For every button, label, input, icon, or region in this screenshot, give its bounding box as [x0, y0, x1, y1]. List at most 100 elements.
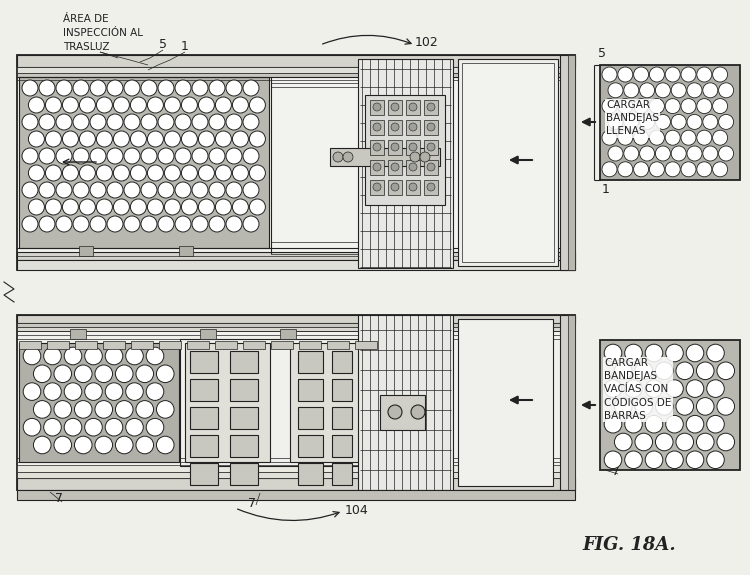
- Circle shape: [46, 97, 62, 113]
- Circle shape: [250, 131, 266, 147]
- Circle shape: [62, 199, 79, 215]
- Circle shape: [665, 67, 680, 82]
- Circle shape: [427, 123, 435, 131]
- Circle shape: [676, 397, 694, 415]
- Circle shape: [23, 347, 40, 365]
- Bar: [568, 55, 575, 270]
- Circle shape: [148, 165, 164, 181]
- Bar: [47, 341, 69, 349]
- Circle shape: [373, 123, 381, 131]
- Bar: [560, 55, 575, 270]
- Circle shape: [634, 162, 649, 177]
- Bar: [190, 435, 218, 457]
- Circle shape: [130, 165, 146, 181]
- Circle shape: [602, 98, 617, 114]
- Bar: [388, 160, 402, 175]
- Circle shape: [602, 67, 617, 82]
- Circle shape: [409, 183, 417, 191]
- Circle shape: [97, 165, 112, 181]
- Bar: [568, 315, 575, 490]
- Circle shape: [90, 148, 106, 164]
- Circle shape: [650, 162, 664, 177]
- Bar: [103, 341, 125, 349]
- Circle shape: [116, 365, 133, 382]
- Circle shape: [717, 362, 734, 380]
- Circle shape: [650, 67, 664, 82]
- Bar: [179, 246, 193, 256]
- Circle shape: [686, 415, 703, 433]
- Circle shape: [136, 401, 154, 418]
- Bar: [17, 478, 575, 490]
- Bar: [17, 67, 575, 73]
- Circle shape: [718, 146, 734, 161]
- Bar: [600, 65, 740, 180]
- Bar: [370, 100, 384, 115]
- Circle shape: [80, 97, 95, 113]
- Circle shape: [141, 114, 157, 130]
- Circle shape: [107, 182, 123, 198]
- Circle shape: [54, 365, 71, 382]
- Circle shape: [80, 131, 95, 147]
- Circle shape: [712, 162, 728, 177]
- Circle shape: [671, 114, 686, 129]
- Circle shape: [199, 131, 214, 147]
- Circle shape: [95, 436, 112, 454]
- Bar: [17, 55, 575, 270]
- Circle shape: [640, 146, 655, 161]
- Circle shape: [671, 146, 686, 161]
- Circle shape: [427, 103, 435, 111]
- Bar: [332, 351, 352, 373]
- Circle shape: [74, 436, 92, 454]
- Bar: [406, 100, 420, 115]
- Bar: [131, 341, 153, 349]
- Circle shape: [250, 165, 266, 181]
- Circle shape: [141, 148, 157, 164]
- Circle shape: [56, 80, 72, 96]
- Circle shape: [635, 433, 652, 451]
- Circle shape: [141, 182, 157, 198]
- Circle shape: [46, 165, 62, 181]
- Text: 102: 102: [415, 36, 439, 49]
- Bar: [388, 100, 402, 115]
- Bar: [230, 435, 258, 457]
- Circle shape: [427, 143, 435, 151]
- Circle shape: [107, 148, 123, 164]
- Circle shape: [73, 148, 89, 164]
- Circle shape: [618, 162, 633, 177]
- Bar: [280, 329, 296, 339]
- Circle shape: [22, 182, 38, 198]
- Circle shape: [697, 130, 712, 145]
- Circle shape: [73, 216, 89, 232]
- Bar: [424, 160, 438, 175]
- Circle shape: [113, 165, 130, 181]
- Circle shape: [126, 383, 143, 400]
- Circle shape: [130, 97, 146, 113]
- Bar: [330, 148, 440, 166]
- Circle shape: [28, 165, 44, 181]
- Bar: [17, 472, 575, 478]
- Circle shape: [107, 80, 123, 96]
- Circle shape: [22, 80, 38, 96]
- Circle shape: [697, 397, 714, 415]
- Bar: [358, 315, 453, 490]
- Circle shape: [56, 148, 72, 164]
- Circle shape: [85, 347, 102, 365]
- Circle shape: [124, 148, 140, 164]
- Circle shape: [706, 415, 724, 433]
- Text: CARGAR
BANDEJAS
VACÍAS CON
CÓDIGOS DE
BARRAS: CARGAR BANDEJAS VACÍAS CON CÓDIGOS DE BA…: [604, 358, 671, 421]
- Circle shape: [640, 83, 655, 98]
- Circle shape: [656, 433, 673, 451]
- Circle shape: [85, 383, 102, 400]
- Bar: [424, 180, 438, 195]
- Circle shape: [373, 163, 381, 171]
- Circle shape: [625, 451, 642, 469]
- Circle shape: [706, 344, 724, 362]
- Circle shape: [717, 433, 734, 451]
- Circle shape: [73, 182, 89, 198]
- Circle shape: [373, 183, 381, 191]
- Bar: [17, 323, 575, 327]
- Circle shape: [676, 433, 694, 451]
- Circle shape: [164, 165, 181, 181]
- Circle shape: [686, 344, 703, 362]
- Circle shape: [645, 380, 663, 397]
